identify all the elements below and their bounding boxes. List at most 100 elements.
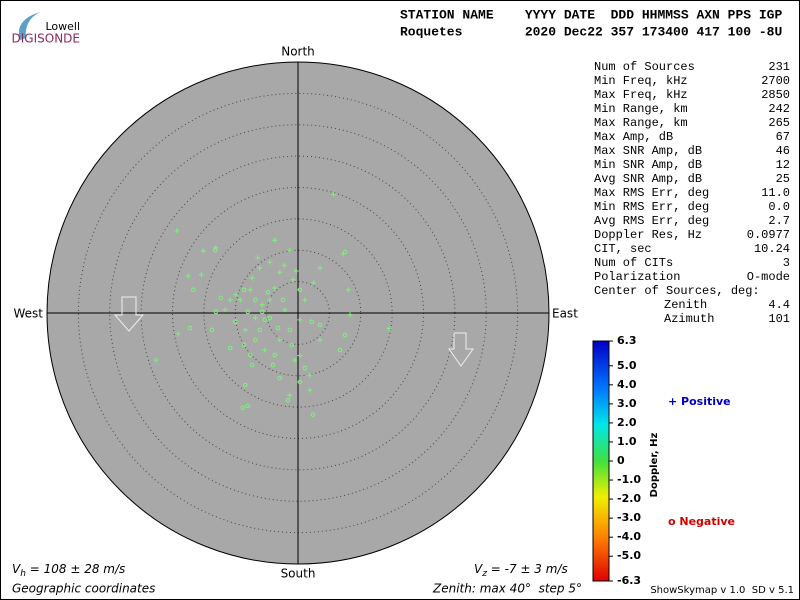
source-plus	[272, 237, 278, 243]
stat-label: Azimuth	[664, 312, 714, 326]
source-circle	[309, 319, 315, 325]
colorbar-tick-label: -5.0	[617, 549, 641, 562]
stat-value: 101	[768, 312, 790, 326]
source-plus	[292, 357, 298, 363]
source-circle	[297, 379, 303, 385]
stat-label: Polarization	[594, 270, 680, 284]
stat-label: Min Freq, kHz	[594, 74, 688, 88]
stat-label: Avg SNR Amp, dB	[594, 172, 702, 186]
source-circle	[259, 309, 265, 315]
colorbar-tick-label: -6.3	[617, 574, 641, 587]
source-plus	[267, 297, 273, 303]
colorbar-tick-label: -2.0	[617, 492, 641, 505]
logo-top: Lowell	[45, 20, 80, 33]
source-circle	[218, 295, 224, 301]
source-plus	[386, 326, 392, 332]
source-circle	[257, 327, 263, 333]
stat-label: Doppler Res, Hz	[594, 228, 702, 242]
colorbar-tick-label: 5.0	[617, 359, 637, 372]
source-plus	[345, 287, 351, 293]
colorbar-tick-label: -4.0	[617, 530, 641, 543]
colorbar-tick-label: 1.0	[617, 435, 637, 448]
vz-text: Vz = -7 ± 3 m/s	[474, 562, 568, 579]
stat-value: 10.24	[754, 242, 790, 256]
stat-value: 0.0	[768, 200, 790, 214]
source-plus	[153, 357, 159, 363]
source-circle	[289, 342, 295, 348]
source-plus	[237, 297, 243, 303]
stat-label: Avg RMS Err, deg	[594, 214, 709, 228]
source-circle	[240, 405, 246, 411]
coords-text: Geographic coordinates	[12, 582, 155, 596]
source-circle	[262, 317, 268, 323]
source-plus	[267, 259, 273, 265]
source-plus	[252, 315, 258, 321]
stat-label: Max SNR Amp, dB	[594, 144, 702, 158]
source-circle	[285, 397, 291, 403]
source-plus	[222, 307, 228, 313]
source-plus	[262, 347, 268, 353]
source-circle	[275, 325, 281, 331]
stat-label: Min SNR Amp, dB	[594, 158, 702, 172]
source-plus	[174, 228, 180, 234]
source-circle	[287, 327, 293, 333]
source-circle	[187, 325, 193, 331]
colorbar-tick-label: 3.0	[617, 397, 637, 410]
source-plus	[287, 247, 293, 253]
logo-swoosh	[18, 12, 40, 40]
source-plus	[213, 245, 219, 251]
source-plus	[272, 285, 278, 291]
source-circle	[310, 412, 316, 417]
stat-value: 4.4	[768, 298, 790, 312]
source-plus	[317, 337, 323, 343]
stat-value: 46	[776, 144, 790, 158]
source-plus	[249, 275, 255, 281]
source-plus	[297, 353, 303, 359]
stat-value: 0.0977	[747, 228, 790, 242]
source-plus	[227, 297, 233, 303]
source-circle	[212, 247, 218, 253]
stat-value: 12	[776, 158, 790, 172]
source-circle	[277, 375, 283, 381]
stat-value: 265	[768, 116, 790, 130]
source-circle	[190, 287, 196, 293]
source-circle	[245, 309, 251, 315]
stat-value: 3	[783, 256, 790, 270]
source-plus	[347, 312, 353, 318]
source-plus	[277, 269, 283, 275]
stat-value: 2850	[761, 88, 790, 102]
vh-text: Vh = 108 ± 28 m/s	[12, 562, 125, 579]
source-plus	[307, 372, 313, 378]
stat-label: Max Amp, dB	[594, 130, 673, 144]
version-text: ShowSkymap v 1.0 SD v 5.1	[650, 585, 794, 596]
stat-label: Min Range, km	[594, 102, 688, 116]
stat-label: Max Freq, kHz	[594, 88, 688, 102]
source-plus	[281, 262, 287, 268]
direction-label: South	[281, 567, 316, 581]
source-plus	[277, 337, 283, 343]
source-circle	[249, 362, 255, 368]
source-circle	[227, 345, 233, 351]
stat-value: 231	[768, 60, 790, 74]
stat-value: 242	[768, 102, 790, 116]
source-plus	[255, 255, 261, 261]
stat-value: 2700	[761, 74, 790, 88]
colorbar	[592, 340, 610, 582]
source-circle	[342, 332, 348, 338]
colorbar-tick-label: 0	[617, 454, 625, 467]
colorbar-tick-label: -1.0	[617, 473, 641, 486]
colorbar-label: Doppler, Hz	[649, 433, 660, 498]
source-circle	[253, 337, 258, 343]
source-circle	[302, 365, 308, 371]
source-plus	[257, 265, 263, 271]
source-circle	[209, 327, 215, 333]
source-circle	[253, 297, 258, 303]
source-circle	[342, 249, 348, 255]
source-circle	[241, 342, 247, 348]
stat-value: O-mode	[747, 270, 790, 284]
source-circle	[267, 315, 273, 321]
stat-value: 11.0	[761, 186, 790, 200]
logo-bottom: DIGISONDE	[12, 32, 80, 46]
source-circle	[297, 287, 303, 293]
